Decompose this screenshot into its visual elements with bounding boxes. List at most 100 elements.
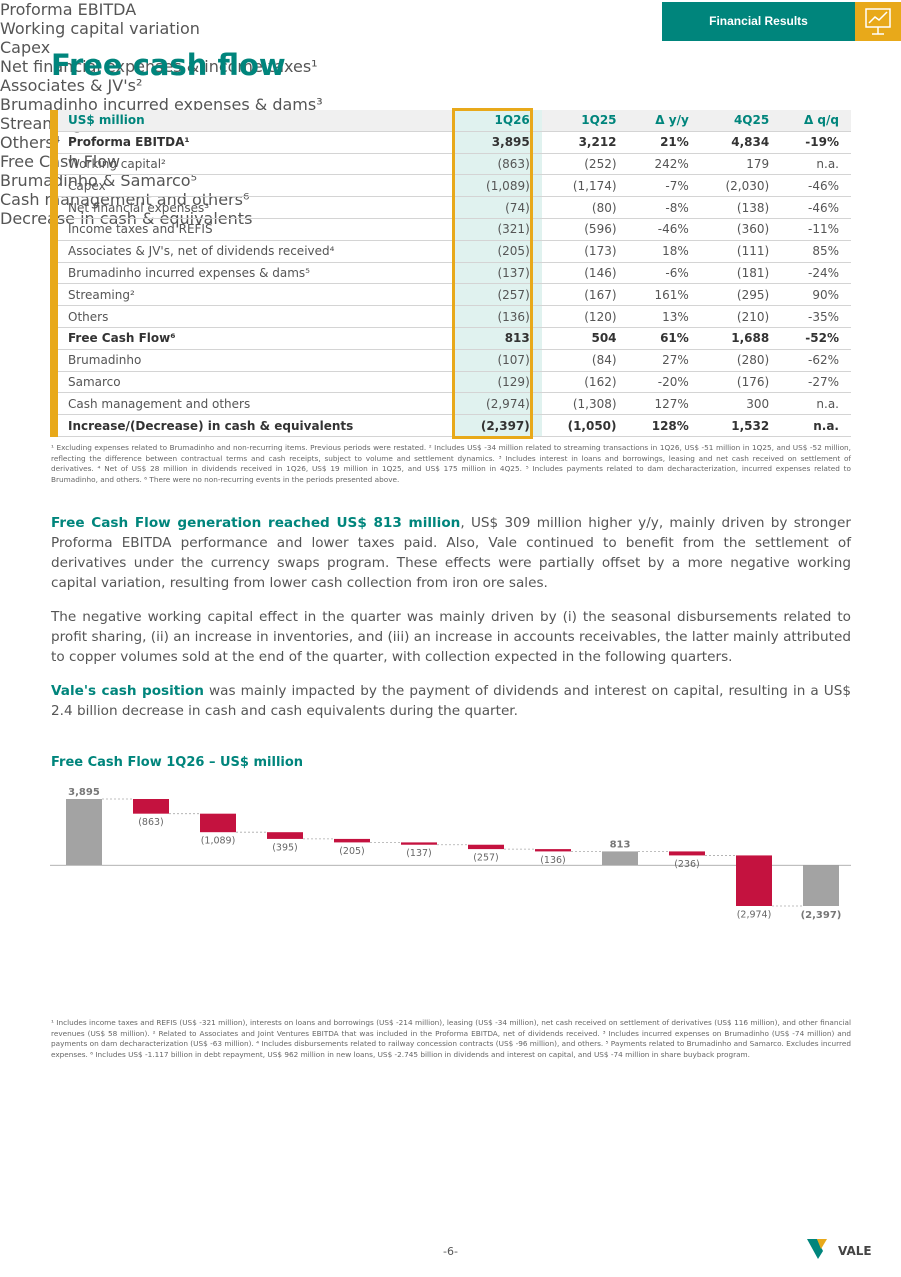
table-cell: (1,174) — [541, 174, 629, 198]
table-cell: -19% — [781, 131, 851, 154]
table-cell: (74) — [455, 196, 542, 219]
logo: VALE — [807, 1239, 872, 1259]
table-cell: -35% — [781, 305, 851, 328]
table-cell: (2,397) — [455, 414, 542, 437]
table-cell: Cash management and others — [58, 392, 455, 416]
value-label: (137) — [406, 848, 432, 859]
value-label: 3,895 — [68, 787, 100, 798]
paragraph-lead: Vale's cash position — [51, 683, 204, 699]
column-header: 4Q25 — [700, 110, 782, 132]
table-cell: Free Cash Flow⁶ — [58, 327, 455, 350]
table-cell: Proforma EBITDA¹ — [58, 131, 455, 154]
table-cell: (80) — [541, 196, 629, 219]
section-icon — [855, 2, 901, 41]
bar — [736, 855, 772, 906]
table-row: Proforma EBITDA¹ 3,895 3,212 21% 4,834 -19% — [58, 131, 851, 154]
table-cell: (173) — [541, 240, 629, 263]
table-cell: (84) — [541, 349, 629, 372]
value-label: (136) — [540, 855, 566, 866]
table-cell: 18% — [628, 240, 701, 263]
table-cell: (136) — [455, 305, 542, 328]
table-accent — [50, 110, 58, 437]
value-label: (863) — [138, 817, 164, 828]
cash-flow-table: US$ million 1Q26 1Q25 Δ y/y 4Q25 Δ q/q Proform… — [58, 110, 851, 437]
table-row: Brumadinho (107) (84) 27% (280) -62% — [58, 349, 851, 372]
table-cell: (280) — [700, 349, 782, 372]
value-label: (257) — [473, 853, 499, 864]
table-cell: Brumadinho incurred expenses & dams⁵ — [58, 262, 455, 285]
table-cell: (120) — [541, 305, 629, 328]
body-text: Free Cash Flow generation reached US$ 81… — [51, 513, 851, 735]
table-cell: 127% — [628, 392, 701, 416]
table-cell: Brumadinho — [58, 349, 455, 372]
table-cell: (1,089) — [455, 174, 542, 198]
table-cell: (863) — [455, 153, 542, 176]
table-cell: (295) — [700, 283, 782, 307]
table-cell: 813 — [455, 327, 542, 350]
table-cell: -46% — [628, 218, 701, 241]
table-cell: 1,532 — [700, 414, 782, 437]
value-label: (205) — [339, 846, 365, 857]
paragraph: The negative working capital effect in t… — [51, 607, 851, 667]
table-row: Capex (1,089) (1,174) -7% (2,030) -46% — [58, 174, 851, 198]
table-row: Associates & JV's, net of dividends rece… — [58, 240, 851, 263]
value-label: 813 — [610, 839, 631, 850]
table-cell: -46% — [781, 174, 851, 198]
table-row: Others (136) (120) 13% (210) -35% — [58, 305, 851, 328]
table-cell: Capex — [58, 174, 455, 198]
category-label: Associates & JV's² — [0, 76, 143, 95]
table-cell: Associates & JV's, net of dividends rece… — [58, 240, 455, 263]
table-row: Income taxes and REFIS (321) (596) -46% (360… — [58, 218, 851, 241]
page-number: -6- — [443, 1245, 458, 1258]
category-label: Others⁴ — [0, 133, 61, 152]
table-cell: Streaming² — [58, 283, 455, 307]
table-row: Working capital² (863) (252) 242% 179 n.a. — [58, 153, 851, 176]
table-cell: -27% — [781, 371, 851, 394]
category-label: Working capital variation — [0, 19, 200, 38]
table-cell: 242% — [628, 153, 701, 176]
value-label: (1,089) — [201, 836, 236, 847]
table-cell: 61% — [628, 327, 701, 350]
table-cell: (2,974) — [455, 392, 542, 416]
table-cell: (210) — [700, 305, 782, 328]
table-cell: 90% — [781, 283, 851, 307]
table-cell: 1,688 — [700, 327, 782, 350]
table-cell: Increase/(Decrease) in cash & equivalent… — [58, 414, 455, 437]
table-cell: n.a. — [781, 392, 851, 416]
bar — [401, 842, 437, 845]
table-cell: -46% — [781, 196, 851, 219]
table-cell: -11% — [781, 218, 851, 241]
paragraph-text: , US$ 309 million higher y/y, mainly dri… — [51, 515, 851, 591]
table-cell: -52% — [781, 327, 851, 350]
table-cell: (1,050) — [541, 414, 629, 437]
table-cell: n.a. — [781, 414, 851, 437]
table-cell: 85% — [781, 240, 851, 263]
value-label: (395) — [272, 842, 298, 853]
table-row: Samarco (129) (162) -20% (176) -27% — [58, 371, 851, 394]
table-cell: 3,895 — [455, 131, 542, 154]
table-cell: Income taxes and REFIS — [58, 218, 455, 241]
table-cell: 300 — [700, 392, 782, 416]
table-cell: (205) — [455, 240, 542, 263]
bar — [334, 838, 370, 843]
table-cell: (138) — [700, 196, 782, 219]
table-row: Brumadinho incurred expenses & dams⁵ (137… — [58, 262, 851, 285]
table-cell: (257) — [455, 283, 542, 307]
table-cell: Others — [58, 305, 455, 328]
bar — [535, 849, 571, 852]
logo-text: VALE — [838, 1244, 872, 1258]
table-cell: (129) — [455, 371, 542, 394]
paragraph-lead: Free Cash Flow generation reached US$ 81… — [51, 515, 461, 531]
table-cell: 504 — [541, 327, 629, 350]
bar — [602, 851, 638, 866]
table-cell: 4,834 — [700, 131, 782, 154]
table-cell: -62% — [781, 349, 851, 372]
table-row: Increase/(Decrease) in cash & equivalent… — [58, 414, 851, 437]
table-cell: (107) — [455, 349, 542, 372]
table-cell: Net financial expenses³ — [58, 196, 455, 219]
table-cell: 3,212 — [541, 131, 629, 154]
table-cell: 179 — [700, 153, 782, 176]
value-label: (2,974) — [737, 910, 772, 921]
